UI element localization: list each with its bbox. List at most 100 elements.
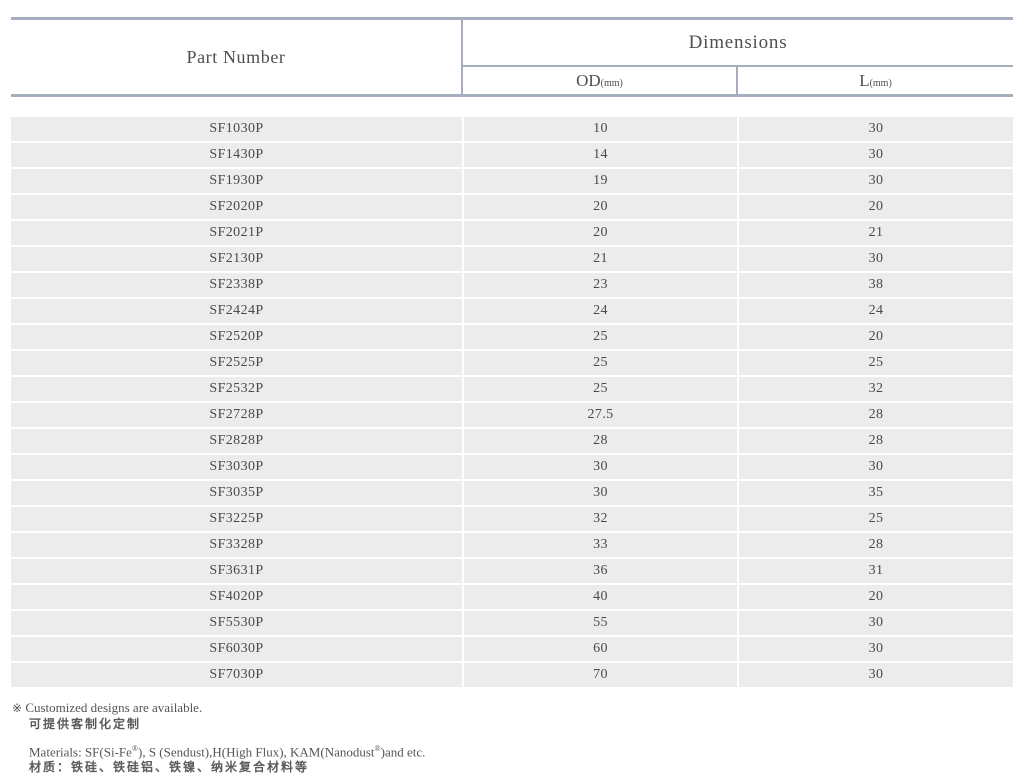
od-cell: 55 <box>464 611 737 635</box>
footnotes: ※ Customized designs are available. 可提供客… <box>12 700 425 775</box>
od-cell: 20 <box>464 195 737 219</box>
l-cell: 28 <box>739 403 1013 427</box>
part-number-cell: SF2130P <box>11 247 462 271</box>
table-row: SF2020P 20 20 <box>11 195 1013 219</box>
table-row: SF2828P 28 28 <box>11 429 1013 453</box>
l-cell: 20 <box>739 585 1013 609</box>
od-cell: 20 <box>464 221 737 245</box>
l-cell: 28 <box>739 533 1013 557</box>
part-number-cell: SF2520P <box>11 325 462 349</box>
dimensions-subheader: OD (mm) L (mm) <box>463 67 1013 94</box>
column-header-part-number: Part Number <box>11 20 463 94</box>
od-cell: 25 <box>464 351 737 375</box>
table-row: SF2130P 21 30 <box>11 247 1013 271</box>
od-cell: 70 <box>464 663 737 687</box>
od-cell: 14 <box>464 143 737 167</box>
spec-table: Part Number Dimensions OD (mm) L (mm) SF10… <box>11 17 1013 689</box>
table-row: SF3035P 30 35 <box>11 481 1013 505</box>
note-materials-part1: Materials: SF(Si-Fe <box>29 744 132 760</box>
l-cell: 28 <box>739 429 1013 453</box>
reference-mark: ※ <box>12 701 23 715</box>
column-header-dimensions: Dimensions <box>463 20 1013 67</box>
od-cell: 21 <box>464 247 737 271</box>
table-row: SF2424P 24 24 <box>11 299 1013 323</box>
table-row: SF2532P 25 32 <box>11 377 1013 401</box>
od-cell: 25 <box>464 377 737 401</box>
note-customized-en-text: Customized designs are available. <box>25 700 203 715</box>
od-cell: 23 <box>464 273 737 297</box>
note-customized-zh: 可提供客制化定制 <box>29 717 142 731</box>
table-body: SF1030P 10 30 SF1430P 14 30 SF1930P 19 30 SF2020P… <box>11 117 1013 687</box>
table-row: SF5530P 55 30 <box>11 611 1013 635</box>
part-number-cell: SF4020P <box>11 585 462 609</box>
part-number-cell: SF2424P <box>11 299 462 323</box>
note-materials-en: Materials: SF(Si-Fe®), S (Sendust),H(Hig… <box>29 741 425 759</box>
od-cell: 30 <box>464 455 737 479</box>
table-row: SF4020P 40 20 <box>11 585 1013 609</box>
od-cell: 40 <box>464 585 737 609</box>
od-cell: 24 <box>464 299 737 323</box>
registered-mark-icon: ® <box>131 744 138 753</box>
l-cell: 30 <box>739 611 1013 635</box>
part-number-cell: SF2532P <box>11 377 462 401</box>
part-number-cell: SF2338P <box>11 273 462 297</box>
od-cell: 32 <box>464 507 737 531</box>
part-number-cell: SF5530P <box>11 611 462 635</box>
part-number-cell: SF7030P <box>11 663 462 687</box>
od-cell: 30 <box>464 481 737 505</box>
l-cell: 21 <box>739 221 1013 245</box>
l-cell: 20 <box>739 325 1013 349</box>
l-cell: 25 <box>739 507 1013 531</box>
table-row: SF3328P 33 28 <box>11 533 1013 557</box>
l-cell: 30 <box>739 169 1013 193</box>
od-cell: 60 <box>464 637 737 661</box>
table-row: SF6030P 60 30 <box>11 637 1013 661</box>
l-unit-label: (mm) <box>869 78 892 89</box>
table-row: SF2520P 25 20 <box>11 325 1013 349</box>
od-cell: 25 <box>464 325 737 349</box>
part-number-cell: SF3225P <box>11 507 462 531</box>
l-cell: 31 <box>739 559 1013 583</box>
l-cell: 30 <box>739 637 1013 661</box>
note-materials-zh: 材质：铁硅、铁硅铝、铁镍、纳米复合材料等 <box>29 760 310 775</box>
part-number-cell: SF2525P <box>11 351 462 375</box>
table-row: SF2728P 27.5 28 <box>11 403 1013 427</box>
l-cell: 30 <box>739 117 1013 141</box>
l-cell: 38 <box>739 273 1013 297</box>
od-label: OD <box>576 70 601 90</box>
l-label: L <box>859 70 870 90</box>
part-number-cell: SF3035P <box>11 481 462 505</box>
l-cell: 30 <box>739 247 1013 271</box>
table-row: SF2338P 23 38 <box>11 273 1013 297</box>
note-customized-en: ※ Customized designs are available. <box>12 700 425 716</box>
part-number-cell: SF3328P <box>11 533 462 557</box>
od-cell: 33 <box>464 533 737 557</box>
part-number-cell: SF2728P <box>11 403 462 427</box>
part-number-cell: SF3030P <box>11 455 462 479</box>
table-row: SF2021P 20 21 <box>11 221 1013 245</box>
table-row: SF3631P 36 31 <box>11 559 1013 583</box>
part-number-cell: SF6030P <box>11 637 462 661</box>
part-number-cell: SF1930P <box>11 169 462 193</box>
part-number-cell: SF2020P <box>11 195 462 219</box>
part-number-cell: SF2021P <box>11 221 462 245</box>
table-row: SF1030P 10 30 <box>11 117 1013 141</box>
part-number-cell: SF2828P <box>11 429 462 453</box>
note-materials-part2: ), S (Sendust),H(High Flux), KAM(Nanodus… <box>138 744 375 760</box>
l-cell: 35 <box>739 481 1013 505</box>
table-header: Part Number Dimensions OD (mm) L (mm) <box>11 17 1013 97</box>
table-row: SF3030P 30 30 <box>11 455 1013 479</box>
column-header-dimensions-group: Dimensions OD (mm) L (mm) <box>463 20 1013 94</box>
l-cell: 30 <box>739 455 1013 479</box>
column-header-l: L (mm) <box>738 67 1013 94</box>
registered-mark-icon: ® <box>374 744 381 753</box>
table-row: SF7030P 70 30 <box>11 663 1013 687</box>
l-cell: 24 <box>739 299 1013 323</box>
table-row: SF3225P 32 25 <box>11 507 1013 531</box>
l-cell: 30 <box>739 663 1013 687</box>
od-cell: 27.5 <box>464 403 737 427</box>
dimensions-label: Dimensions <box>688 31 788 53</box>
l-cell: 30 <box>739 143 1013 167</box>
od-cell: 19 <box>464 169 737 193</box>
